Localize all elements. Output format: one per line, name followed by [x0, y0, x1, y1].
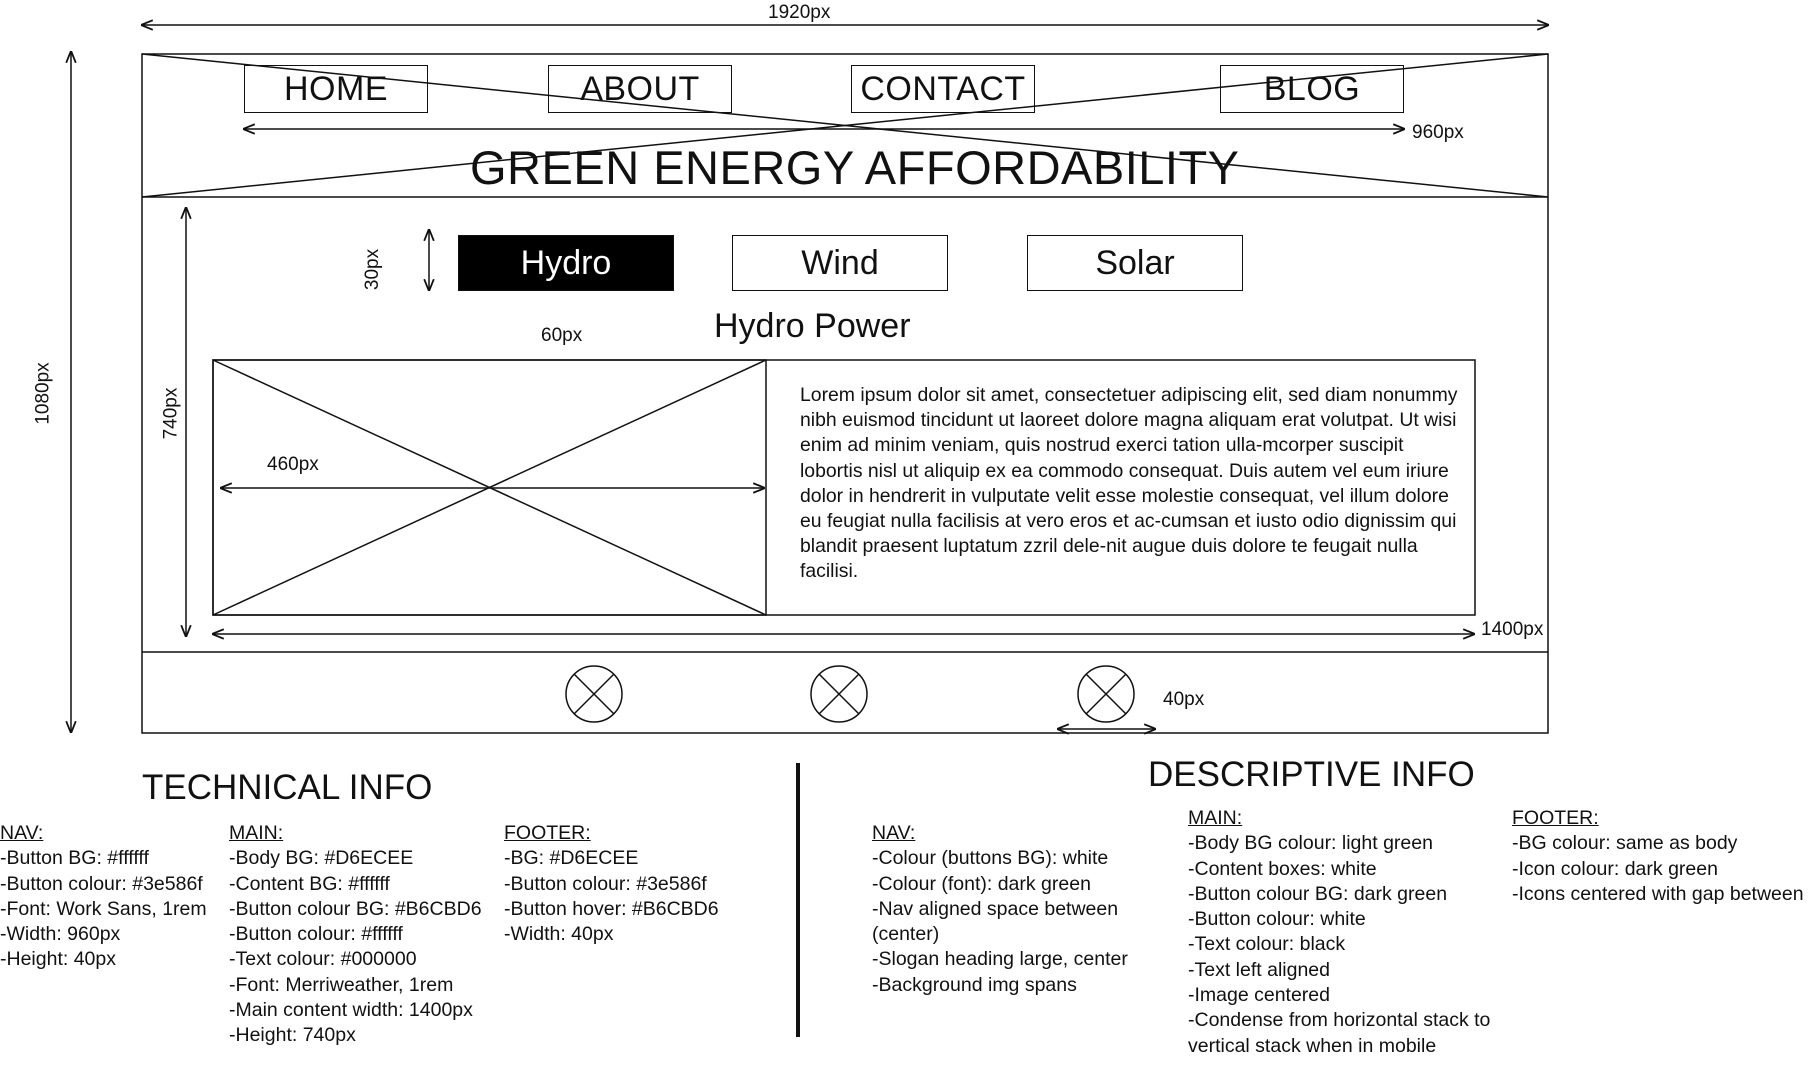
button-height-label: 30px	[362, 248, 384, 291]
section-title: Hydro Power	[714, 307, 911, 345]
spec-line: -Button colour: #3e586f	[0, 872, 203, 895]
tech-main-heading: MAIN:	[229, 822, 284, 844]
page-height-label: 1080px	[32, 362, 54, 425]
main-height-label: 740px	[160, 387, 182, 440]
spec-line: -Colour (font): dark green	[872, 872, 1091, 895]
image-width-label: 460px	[267, 454, 319, 475]
spec-line: -Icon colour: dark green	[1512, 857, 1718, 880]
spec-line: -Height: 40px	[0, 948, 116, 971]
content-paragraph: Lorem ipsum dolor sit amet, consectetuer…	[800, 384, 1458, 583]
footer-placeholder-icon[interactable]	[565, 665, 623, 723]
nav-width-label: 960px	[1412, 122, 1464, 143]
spec-line: -Body BG colour: light green	[1188, 832, 1433, 855]
desc-footer-heading: FOOTER:	[1512, 807, 1599, 829]
spec-line: -Text colour: #000000	[229, 948, 417, 971]
tab-wind[interactable]: Wind	[732, 235, 948, 291]
spec-line: -Text left aligned	[1188, 958, 1330, 981]
spec-line: -Main content width: 1400px	[229, 999, 473, 1022]
spec-line: -BG: #D6ECEE	[504, 847, 639, 870]
nav-about-button[interactable]: ABOUT	[548, 65, 732, 113]
spec-line: -BG colour: same as body	[1512, 832, 1738, 855]
footer-icon-size-label: 40px	[1163, 689, 1205, 710]
desc-nav-column: NAV: -Colour (buttons BG): white -Colour…	[872, 821, 1128, 998]
nav-blog-button[interactable]: BLOG	[1220, 65, 1404, 113]
slogan-heading: GREEN ENERGY AFFORDABILITY	[470, 141, 1240, 194]
spec-line: (center)	[872, 923, 940, 946]
tech-nav-column: NAV: -Button BG: #ffffff -Button colour:…	[0, 821, 207, 973]
tech-footer-column: FOOTER: -BG: #D6ECEE -Button colour: #3e…	[504, 821, 719, 947]
spec-line: -Height: 740px	[229, 1024, 356, 1047]
spec-line: -Content BG: #ffffff	[229, 872, 390, 895]
spec-line: -Button hover: #B6CBD6	[504, 897, 719, 920]
tab-solar[interactable]: Solar	[1027, 235, 1243, 291]
tab-hydro[interactable]: Hydro	[458, 235, 674, 291]
desc-footer-column: FOOTER: -BG colour: same as body -Icon c…	[1512, 806, 1804, 907]
desc-nav-heading: NAV:	[872, 822, 916, 844]
spec-line: -Button colour BG: dark green	[1188, 882, 1448, 905]
footer-placeholder-icon[interactable]	[810, 665, 868, 723]
desc-main-heading: MAIN:	[1188, 807, 1243, 829]
desc-main-column: MAIN: -Body BG colour: light green -Cont…	[1188, 806, 1490, 1059]
technical-info-title: TECHNICAL INFO	[142, 768, 433, 807]
spec-line: -Colour (buttons BG): white	[872, 847, 1109, 870]
spec-line: -Slogan heading large, center	[872, 948, 1128, 971]
spec-line: -Button BG: #ffffff	[0, 847, 149, 870]
spec-line: -Button colour: #ffffff	[229, 923, 403, 946]
tech-nav-heading: NAV:	[0, 822, 44, 844]
spec-line: -Button colour: white	[1188, 908, 1366, 931]
spec-line: -Background img spans	[872, 973, 1077, 996]
tech-main-column: MAIN: -Body BG: #D6ECEE -Content BG: #ff…	[229, 821, 482, 1049]
spec-line: -Icons centered with gap between	[1512, 882, 1804, 905]
tech-footer-heading: FOOTER:	[504, 822, 591, 844]
spec-line: -Body BG: #D6ECEE	[229, 847, 414, 870]
descriptive-info-title: DESCRIPTIVE INFO	[1148, 755, 1475, 794]
spec-line: vertical stack when in mobile	[1188, 1034, 1437, 1057]
spec-line: -Nav aligned space between	[872, 897, 1119, 920]
spec-line: -Button colour: #3e586f	[504, 872, 707, 895]
footer-placeholder-icon[interactable]	[1077, 665, 1135, 723]
spec-line: -Button colour BG: #B6CBD6	[229, 897, 482, 920]
page-width-label: 1920px	[768, 2, 831, 23]
spec-line: -Width: 960px	[0, 923, 121, 946]
nav-home-button[interactable]: HOME	[244, 65, 428, 113]
spec-line: -Font: Merriweather, 1rem	[229, 973, 454, 996]
spec-line: -Text colour: black	[1188, 933, 1346, 956]
spec-line: -Image centered	[1188, 984, 1330, 1007]
title-gap-label: 60px	[541, 325, 583, 346]
nav-contact-button[interactable]: CONTACT	[851, 65, 1035, 113]
spec-line: -Width: 40px	[504, 923, 614, 946]
spec-line: -Font: Work Sans, 1rem	[0, 897, 207, 920]
spec-line: -Condense from horizontal stack to	[1188, 1009, 1491, 1032]
main-width-label: 1400px	[1481, 619, 1544, 640]
spec-line: -Content boxes: white	[1188, 857, 1377, 880]
